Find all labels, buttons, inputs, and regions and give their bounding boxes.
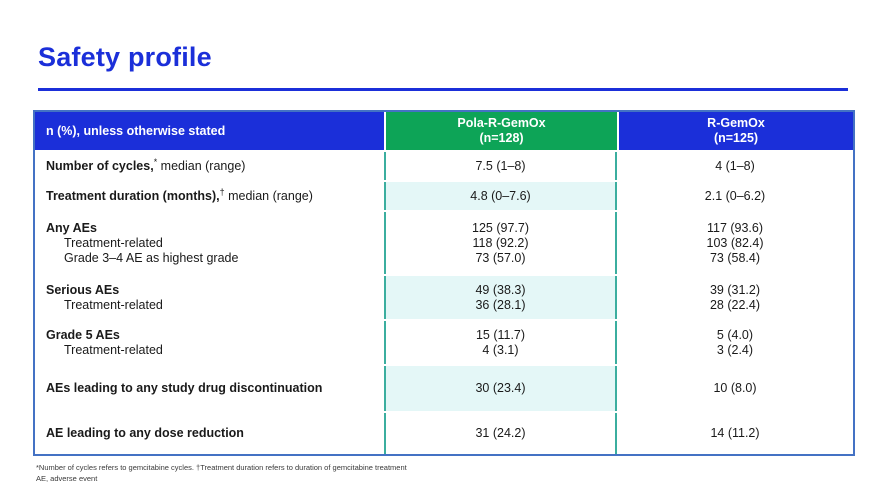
value-line: 49 (38.3) [475, 282, 526, 297]
safety-table-body: Number of cycles,* median (range) 7.5 (1–… [35, 152, 853, 454]
header-col2-name: R-GemOx [707, 116, 765, 130]
value-line: 125 (97.7) [472, 220, 529, 235]
value-cell-pola-r-gemox: 4.8 (0–7.6) [384, 182, 617, 210]
row-label: Grade 5 AEs [46, 328, 384, 343]
row-label-rest: median (range) [157, 158, 246, 173]
value-line: 73 (57.0) [475, 250, 526, 265]
row-label: Treatment duration (months),† median (ra… [46, 186, 384, 204]
value-cell-r-gemox: 14 (11.2) [617, 413, 853, 454]
row-label-cell: Any AEs Treatment-related Grade 3–4 AE as … [35, 212, 384, 274]
value-line: 10 (8.0) [713, 381, 757, 395]
value-line: 2.1 (0–6.2) [704, 188, 766, 203]
value-line: 118 (92.2) [472, 235, 529, 250]
value-line: 117 (93.6) [706, 220, 764, 235]
header-label-text: n (%), unless otherwise stated [46, 123, 226, 138]
page-title: Safety profile [38, 42, 212, 72]
value-cell-pola-r-gemox: 7.5 (1–8) [384, 152, 617, 180]
value-line: 31 (24.2) [475, 426, 526, 440]
row-sublabel: Treatment-related [64, 235, 163, 250]
value-line: 15 (11.7) [475, 327, 526, 342]
table-row: Grade 5 AEs Treatment-related 15 (11.7) 4 (… [35, 321, 853, 366]
table-row: AEs leading to any study drug discontinu… [35, 366, 853, 413]
table-header-row: n (%), unless otherwise stated Pola-R-Ge… [35, 112, 853, 152]
row-label-bold: Any AEs [46, 220, 97, 235]
value-line: 30 (23.4) [475, 381, 526, 395]
value-cell-r-gemox: 2.1 (0–6.2) [617, 182, 853, 210]
row-label: Number of cycles,* median (range) [46, 156, 384, 174]
header-col1-name: Pola-R-GemOx [457, 116, 546, 130]
row-label-cell: Serious AEs Treatment-related [35, 276, 384, 319]
row-label: Any AEs [46, 221, 384, 236]
value-line: 14 (11.2) [710, 426, 760, 440]
title-underline-rule [38, 88, 848, 91]
table-row: Treatment duration (months),† median (ra… [35, 182, 853, 212]
header-cell-r-gemox: R-GemOx (n=125) [617, 112, 853, 150]
header-cell-pola-r-gemox: Pola-R-GemOx (n=128) [384, 112, 617, 150]
row-label-bold: Serious AEs [46, 282, 120, 297]
row-label-cell: Treatment duration (months),† median (ra… [35, 182, 384, 210]
value-line: 36 (28.1) [475, 297, 526, 312]
value-cell-pola-r-gemox: 49 (38.3) 36 (28.1) [384, 276, 617, 319]
value-line: 3 (2.4) [716, 342, 754, 357]
row-label-superscript: * [153, 156, 158, 167]
value-cell-pola-r-gemox: 31 (24.2) [384, 413, 617, 454]
value-line: 7.5 (1–8) [475, 158, 526, 173]
safety-profile-table: n (%), unless otherwise stated Pola-R-Ge… [33, 110, 855, 456]
value-cell-pola-r-gemox: 15 (11.7) 4 (3.1) [384, 321, 617, 364]
row-sublabel: Treatment-related [64, 297, 163, 312]
row-label: AEs leading to any study drug discontinu… [46, 381, 384, 396]
value-line: 28 (22.4) [709, 297, 761, 312]
header-col1-n: (n=128) [479, 131, 524, 145]
row-label-bold: AE leading to any dose reduction [46, 426, 244, 440]
value-cell-r-gemox: 5 (4.0) 3 (2.4) [617, 321, 853, 364]
value-cell-r-gemox: 39 (31.2) 28 (22.4) [617, 276, 853, 319]
value-line: 4 (1–8) [715, 158, 755, 173]
table-row: Serious AEs Treatment-related 49 (38.3) 36 … [35, 276, 853, 321]
value-cell-pola-r-gemox: 125 (97.7) 118 (92.2) 73 (57.0) [384, 212, 617, 274]
value-line: 103 (82.4) [706, 235, 764, 250]
footnotes: *Number of cycles refers to gemcitabine … [36, 463, 407, 484]
value-cell-r-gemox: 117 (93.6) 103 (82.4) 73 (58.4) [617, 212, 853, 274]
value-line: 39 (31.2) [709, 282, 761, 297]
row-sublabel: Grade 3–4 AE as highest grade [64, 250, 239, 265]
value-line: 4 (3.1) [482, 342, 519, 357]
row-label-cell: AE leading to any dose reduction [35, 413, 384, 454]
row-label-cell: AEs leading to any study drug discontinu… [35, 366, 384, 411]
row-label-bold: Number of cycles, [46, 158, 154, 173]
row-label: AE leading to any dose reduction [46, 426, 384, 441]
footnote-line: *Number of cycles refers to gemcitabine … [36, 463, 407, 472]
row-label-bold: AEs leading to any study drug discontinu… [46, 381, 323, 395]
row-sublabel: Treatment-related [64, 342, 163, 357]
row-label-rest: median (range) [224, 188, 313, 203]
table-row: Any AEs Treatment-related Grade 3–4 AE as … [35, 212, 853, 276]
row-label-bold: Treatment duration (months), [46, 188, 220, 203]
row-label: Serious AEs [46, 283, 384, 298]
row-label-bold: Grade 5 AEs [46, 327, 120, 342]
value-cell-r-gemox: 10 (8.0) [617, 366, 853, 411]
footnote-line: AE, adverse event [36, 473, 98, 483]
row-label-cell: Number of cycles,* median (range) [35, 152, 384, 180]
table-row: Number of cycles,* median (range) 7.5 (1–… [35, 152, 853, 182]
value-cell-pola-r-gemox: 30 (23.4) [384, 366, 617, 411]
value-line: 73 (58.4) [709, 250, 761, 265]
table-row: AE leading to any dose reduction 31 (24.2… [35, 413, 853, 454]
value-line: 5 (4.0) [716, 327, 754, 342]
value-line: 4.8 (0–7.6) [470, 188, 531, 203]
value-cell-r-gemox: 4 (1–8) [617, 152, 853, 180]
row-label-superscript: † [219, 186, 225, 197]
header-col2-n: (n=125) [713, 131, 759, 145]
row-label-cell: Grade 5 AEs Treatment-related [35, 321, 384, 364]
header-cell-label: n (%), unless otherwise stated [35, 112, 384, 150]
